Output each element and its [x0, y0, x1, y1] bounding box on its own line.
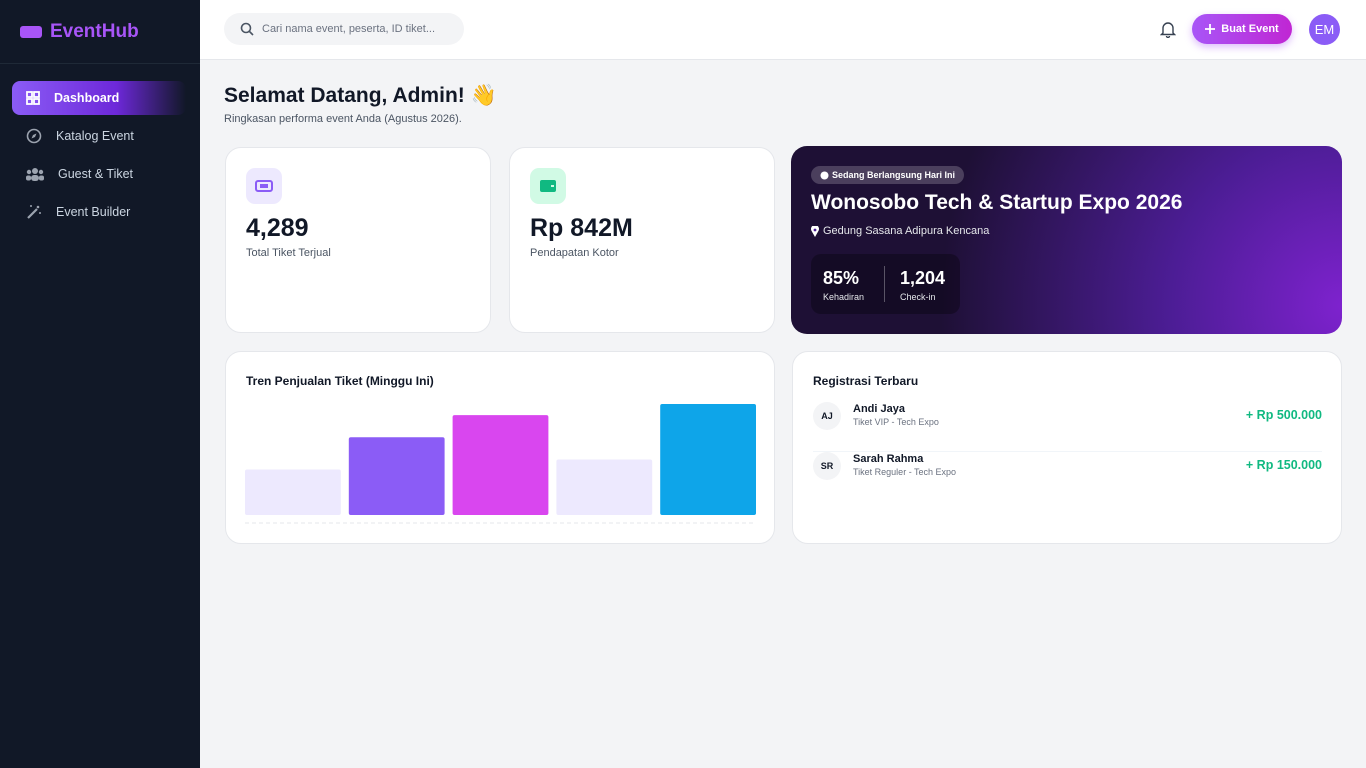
- initials: AJ: [813, 402, 841, 430]
- event-stats: 85% Kehadiran 1,204 Check-in: [811, 254, 960, 314]
- bar: [452, 415, 549, 515]
- bar: [348, 437, 445, 515]
- nav-icon: [26, 168, 44, 181]
- initials: SR: [813, 452, 841, 480]
- avatar[interactable]: EM: [1309, 14, 1340, 45]
- wallet-icon: [540, 180, 556, 192]
- stat-label: Total Tiket Terjual: [246, 247, 331, 259]
- brand-icon: [20, 26, 42, 38]
- ticket-icon: [255, 180, 273, 192]
- live-badge: Sedang Berlangsung Hari Ini: [811, 166, 965, 184]
- chart-title: Tren Penjualan Tiket (Minggu Ini): [246, 374, 434, 388]
- nav-label: Katalog Event: [56, 129, 134, 143]
- event-stat-value: 85%: [823, 268, 860, 288]
- stat-label: Pendapatan Kotor: [530, 247, 619, 259]
- divider: [0, 63, 200, 64]
- stat-card: Rp 842M Pendapatan Kotor: [509, 147, 775, 333]
- plus-icon: [1205, 24, 1216, 34]
- featured-event[interactable]: Sedang Berlangsung Hari Ini Wonosobo Tec…: [791, 146, 1342, 334]
- search-icon: [240, 22, 254, 36]
- chart-card: Tren Penjualan Tiket (Minggu Ini): [225, 351, 775, 544]
- search-box[interactable]: Cari nama event, peserta, ID tiket...: [224, 13, 464, 45]
- registration-row[interactable]: AJ Andi Jaya Tiket VIP - Tech Expo + Rp …: [813, 402, 1322, 452]
- badge-label: Sedang Berlangsung Hari Ini: [832, 170, 956, 180]
- ticket-type: Tiket VIP - Tech Expo: [853, 417, 939, 427]
- registration-row[interactable]: SR Sarah Rahma Tiket Reguler - Tech Expo…: [813, 452, 1322, 502]
- bar: [660, 404, 756, 515]
- event-stat-label: Kehadiran: [823, 292, 865, 302]
- nav-label: Dashboard: [54, 91, 120, 105]
- brand[interactable]: EventHub: [20, 20, 139, 44]
- location-text: Gedung Sasana Adipura Kencana: [823, 225, 990, 237]
- event-stat-label: Check-in: [900, 292, 936, 302]
- topbar: Cari nama event, peserta, ID tiket... Bu…: [200, 0, 1366, 60]
- divider: [884, 266, 885, 302]
- bar: [556, 459, 653, 515]
- notification-bell[interactable]: [1160, 20, 1176, 38]
- nav-item[interactable]: Event Builder: [12, 195, 186, 229]
- search-placeholder: Cari nama event, peserta, ID tiket...: [262, 23, 436, 35]
- registrant-name: Andi Jaya: [853, 403, 905, 415]
- button-label: Buat Event: [1221, 23, 1279, 35]
- nav-item[interactable]: Katalog Event: [12, 119, 186, 153]
- bar: [245, 469, 341, 515]
- nav-item[interactable]: Guest & Tiket: [12, 157, 186, 191]
- registrations-title: Registrasi Terbaru: [813, 374, 919, 388]
- stat-value: Rp 842M: [530, 214, 633, 242]
- stat-icon: [530, 168, 566, 204]
- ticket-type: Tiket Reguler - Tech Expo: [853, 467, 957, 477]
- nav-icon: [26, 91, 40, 105]
- stat-value: 4,289: [246, 214, 309, 242]
- pin-icon: [811, 225, 819, 237]
- nav-label: Guest & Tiket: [58, 167, 134, 181]
- create-event-button[interactable]: Buat Event: [1192, 14, 1292, 44]
- stat-card: 4,289 Total Tiket Terjual: [225, 147, 491, 333]
- brand-name: EventHub: [50, 21, 139, 42]
- live-icon: [820, 171, 829, 179]
- nav-icon: [27, 205, 41, 219]
- greeting-subtitle: Ringkasan performa event Anda (Agustus 2…: [224, 113, 462, 125]
- registrations-card: Registrasi Terbaru AJ Andi Jaya Tiket VI…: [792, 351, 1342, 544]
- nav-icon: [26, 128, 42, 144]
- event-location: Gedung Sasana Adipura Kencana: [811, 225, 989, 237]
- event-stat-value: 1,204: [900, 268, 946, 288]
- greeting-title: Selamat Datang, Admin! 👋: [224, 84, 497, 107]
- bar-chart: [245, 404, 756, 524]
- stat-icon: [246, 168, 282, 204]
- registrant-name: Sarah Rahma: [853, 453, 924, 465]
- nav-label: Event Builder: [56, 205, 131, 219]
- amount: + Rp 150.000: [1245, 458, 1322, 472]
- sidebar: EventHub Dashboard Katalog Event Guest &…: [0, 0, 200, 768]
- event-title: Wonosobo Tech & Startup Expo 2026: [811, 191, 1183, 214]
- amount: + Rp 500.000: [1245, 408, 1322, 422]
- nav-item[interactable]: Dashboard: [12, 81, 186, 115]
